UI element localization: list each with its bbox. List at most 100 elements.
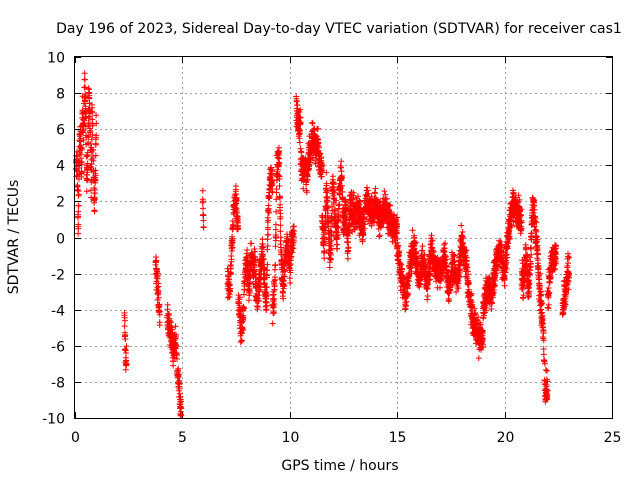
data-point-marker	[273, 208, 280, 215]
data-point-marker	[565, 260, 572, 267]
data-point-marker	[334, 223, 341, 230]
data-point-marker	[264, 274, 270, 281]
y-tick-label: 4	[56, 159, 65, 175]
data-point-marker	[544, 378, 551, 385]
data-point-marker	[372, 185, 379, 192]
data-point-marker	[82, 84, 89, 91]
data-point-marker	[323, 182, 330, 189]
data-point-marker	[272, 276, 279, 283]
data-point-marker	[451, 252, 458, 259]
data-point-marker	[389, 238, 396, 245]
data-point-marker	[173, 341, 180, 348]
data-point-marker	[491, 283, 498, 290]
data-point-marker	[502, 269, 509, 276]
data-point-marker	[87, 140, 94, 147]
data-point-marker	[409, 227, 416, 234]
data-point-marker	[281, 282, 288, 289]
data-point-marker	[552, 251, 559, 258]
data-point-marker	[406, 278, 412, 285]
data-point-marker	[468, 292, 475, 299]
data-point-marker	[236, 294, 243, 301]
data-point-marker	[560, 310, 567, 317]
data-point-marker	[269, 182, 276, 189]
data-point-marker	[272, 232, 279, 238]
data-point-marker	[153, 257, 160, 264]
data-point-marker	[566, 270, 572, 277]
data-point-marker	[91, 196, 98, 203]
data-point-marker	[430, 247, 437, 254]
data-point-marker	[84, 160, 91, 167]
data-point-marker	[336, 201, 343, 208]
data-point-marker	[155, 294, 162, 301]
data-point-marker	[178, 398, 185, 405]
data-point-marker	[328, 245, 335, 252]
data-point-marker	[248, 240, 255, 247]
data-point-marker	[155, 288, 162, 295]
data-point-marker	[93, 132, 100, 139]
data-point-marker	[368, 222, 375, 229]
data-point-marker	[426, 277, 433, 284]
data-point-marker	[268, 167, 275, 174]
data-point-marker	[263, 299, 270, 306]
data-point-marker	[297, 130, 303, 136]
data-point-marker	[334, 231, 341, 238]
data-point-marker	[483, 307, 490, 314]
data-point-marker	[469, 301, 476, 308]
data-point-marker	[479, 335, 486, 342]
data-point-marker	[376, 232, 383, 239]
data-point-marker	[92, 187, 98, 193]
data-point-marker	[472, 310, 479, 316]
data-point-marker	[480, 330, 486, 336]
data-point-marker	[173, 343, 180, 350]
data-point-marker	[357, 199, 364, 205]
data-point-marker	[325, 219, 332, 226]
data-point-marker	[176, 371, 182, 378]
data-point-marker	[92, 177, 99, 184]
data-point-marker	[74, 187, 81, 194]
data-point-marker	[252, 256, 259, 263]
data-point-marker	[318, 167, 325, 174]
data-point-marker	[271, 283, 278, 290]
data-point-marker	[272, 221, 279, 228]
data-point-marker	[92, 167, 99, 174]
data-point-marker	[503, 259, 510, 266]
data-point-marker	[481, 312, 487, 319]
data-point-marker	[154, 270, 161, 277]
data-point-marker	[455, 285, 462, 292]
data-point-marker	[89, 131, 96, 138]
data-point-marker	[480, 341, 486, 348]
x-tick-label: 25	[604, 430, 622, 446]
data-point-marker	[497, 238, 504, 245]
data-point-marker	[338, 158, 345, 165]
data-point-marker	[90, 157, 97, 164]
x-tick-label: 20	[497, 430, 515, 446]
data-point-marker	[321, 248, 328, 255]
data-point-marker	[121, 317, 128, 324]
data-point-marker	[291, 234, 297, 240]
data-point-marker	[77, 138, 84, 145]
data-point-marker	[437, 284, 443, 291]
data-point-marker	[297, 119, 304, 126]
data-point-marker	[532, 215, 539, 222]
data-point-marker	[318, 154, 325, 160]
data-point-marker	[506, 235, 513, 242]
data-point-marker	[176, 377, 183, 384]
data-point-marker	[252, 248, 259, 255]
data-point-marker	[271, 310, 277, 316]
data-point-marker	[404, 291, 411, 298]
data-point-marker	[540, 329, 547, 336]
data-point-marker	[399, 266, 406, 273]
data-point-marker	[546, 279, 553, 286]
data-point-marker	[276, 183, 283, 189]
data-point-marker	[86, 90, 93, 97]
data-point-marker	[164, 301, 171, 308]
data-point-marker	[306, 155, 313, 162]
data-point-marker	[264, 261, 271, 268]
data-point-marker	[542, 367, 549, 373]
data-point-marker	[278, 249, 285, 255]
data-point-marker	[546, 289, 553, 296]
data-point-marker	[300, 185, 307, 192]
data-point-marker	[338, 182, 345, 189]
data-point-marker	[232, 183, 239, 190]
